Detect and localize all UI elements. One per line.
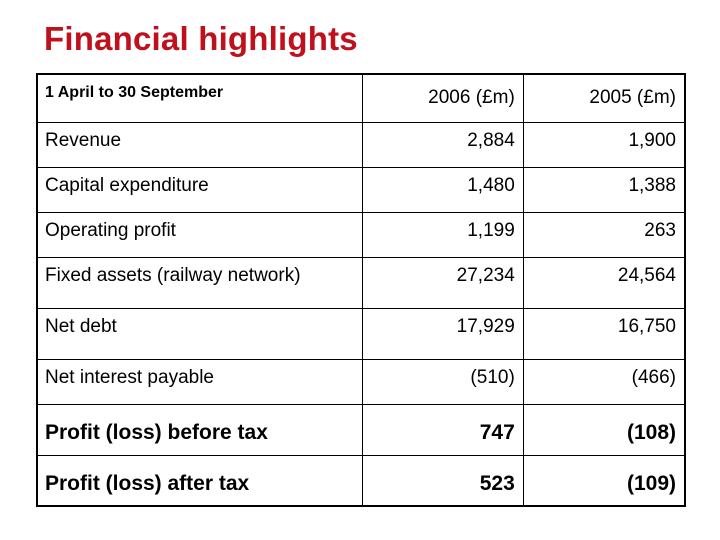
row-label: Capital expenditure <box>37 167 363 212</box>
table-row: Capital expenditure 1,480 1,388 <box>37 167 685 212</box>
table-row: Operating profit 1,199 263 <box>37 212 685 257</box>
value-2005: 263 <box>644 219 676 241</box>
row-label: Operating profit <box>37 212 363 257</box>
value-2006: 747 <box>362 404 524 455</box>
table-row: Revenue 2,884 1,900 <box>37 122 685 167</box>
table-header-row: 1 April to 30 September 2006 (£m) 2005 (… <box>37 74 685 122</box>
page-title: Financial highlights <box>44 20 358 57</box>
value-2005: 16,750 <box>617 315 676 337</box>
value-2005: 1,900 <box>628 129 676 151</box>
table-row: Net interest payable (510) (466) <box>37 359 685 404</box>
row-label: Net debt <box>37 308 363 359</box>
value-2006: 2,884 <box>362 122 524 167</box>
row-label: Revenue <box>37 122 363 167</box>
column-header-2005: 2005 (£m) <box>589 87 676 109</box>
value-2005: 24,564 <box>617 264 676 286</box>
table-row: Net debt 17,929 16,750 <box>37 308 685 359</box>
value-2006: 1,480 <box>362 167 524 212</box>
table-row: Profit (loss) after tax 523 (109) <box>37 455 685 506</box>
table-row: Fixed assets (railway network) 27,234 24… <box>37 257 685 308</box>
value-2005: (109) <box>626 471 676 495</box>
period-header: 1 April to 30 September <box>37 74 363 122</box>
value-2005: 1,388 <box>628 174 676 196</box>
row-label: Fixed assets (railway network) <box>37 257 363 308</box>
value-2006: 17,929 <box>362 308 524 359</box>
financial-highlights-table: 1 April to 30 September 2006 (£m) 2005 (… <box>36 73 686 507</box>
value-2006: (510) <box>362 359 524 404</box>
value-2006: 27,234 <box>362 257 524 308</box>
value-2005: (466) <box>631 366 676 388</box>
column-header-2006: 2006 (£m) <box>362 74 524 122</box>
row-label: Profit (loss) after tax <box>37 455 363 506</box>
value-2006: 523 <box>362 455 524 506</box>
table-row: Profit (loss) before tax 747 (108) <box>37 404 685 455</box>
row-label: Net interest payable <box>37 359 363 404</box>
value-2006: 1,199 <box>362 212 524 257</box>
value-2005: (108) <box>626 421 676 444</box>
row-label: Profit (loss) before tax <box>37 404 363 455</box>
